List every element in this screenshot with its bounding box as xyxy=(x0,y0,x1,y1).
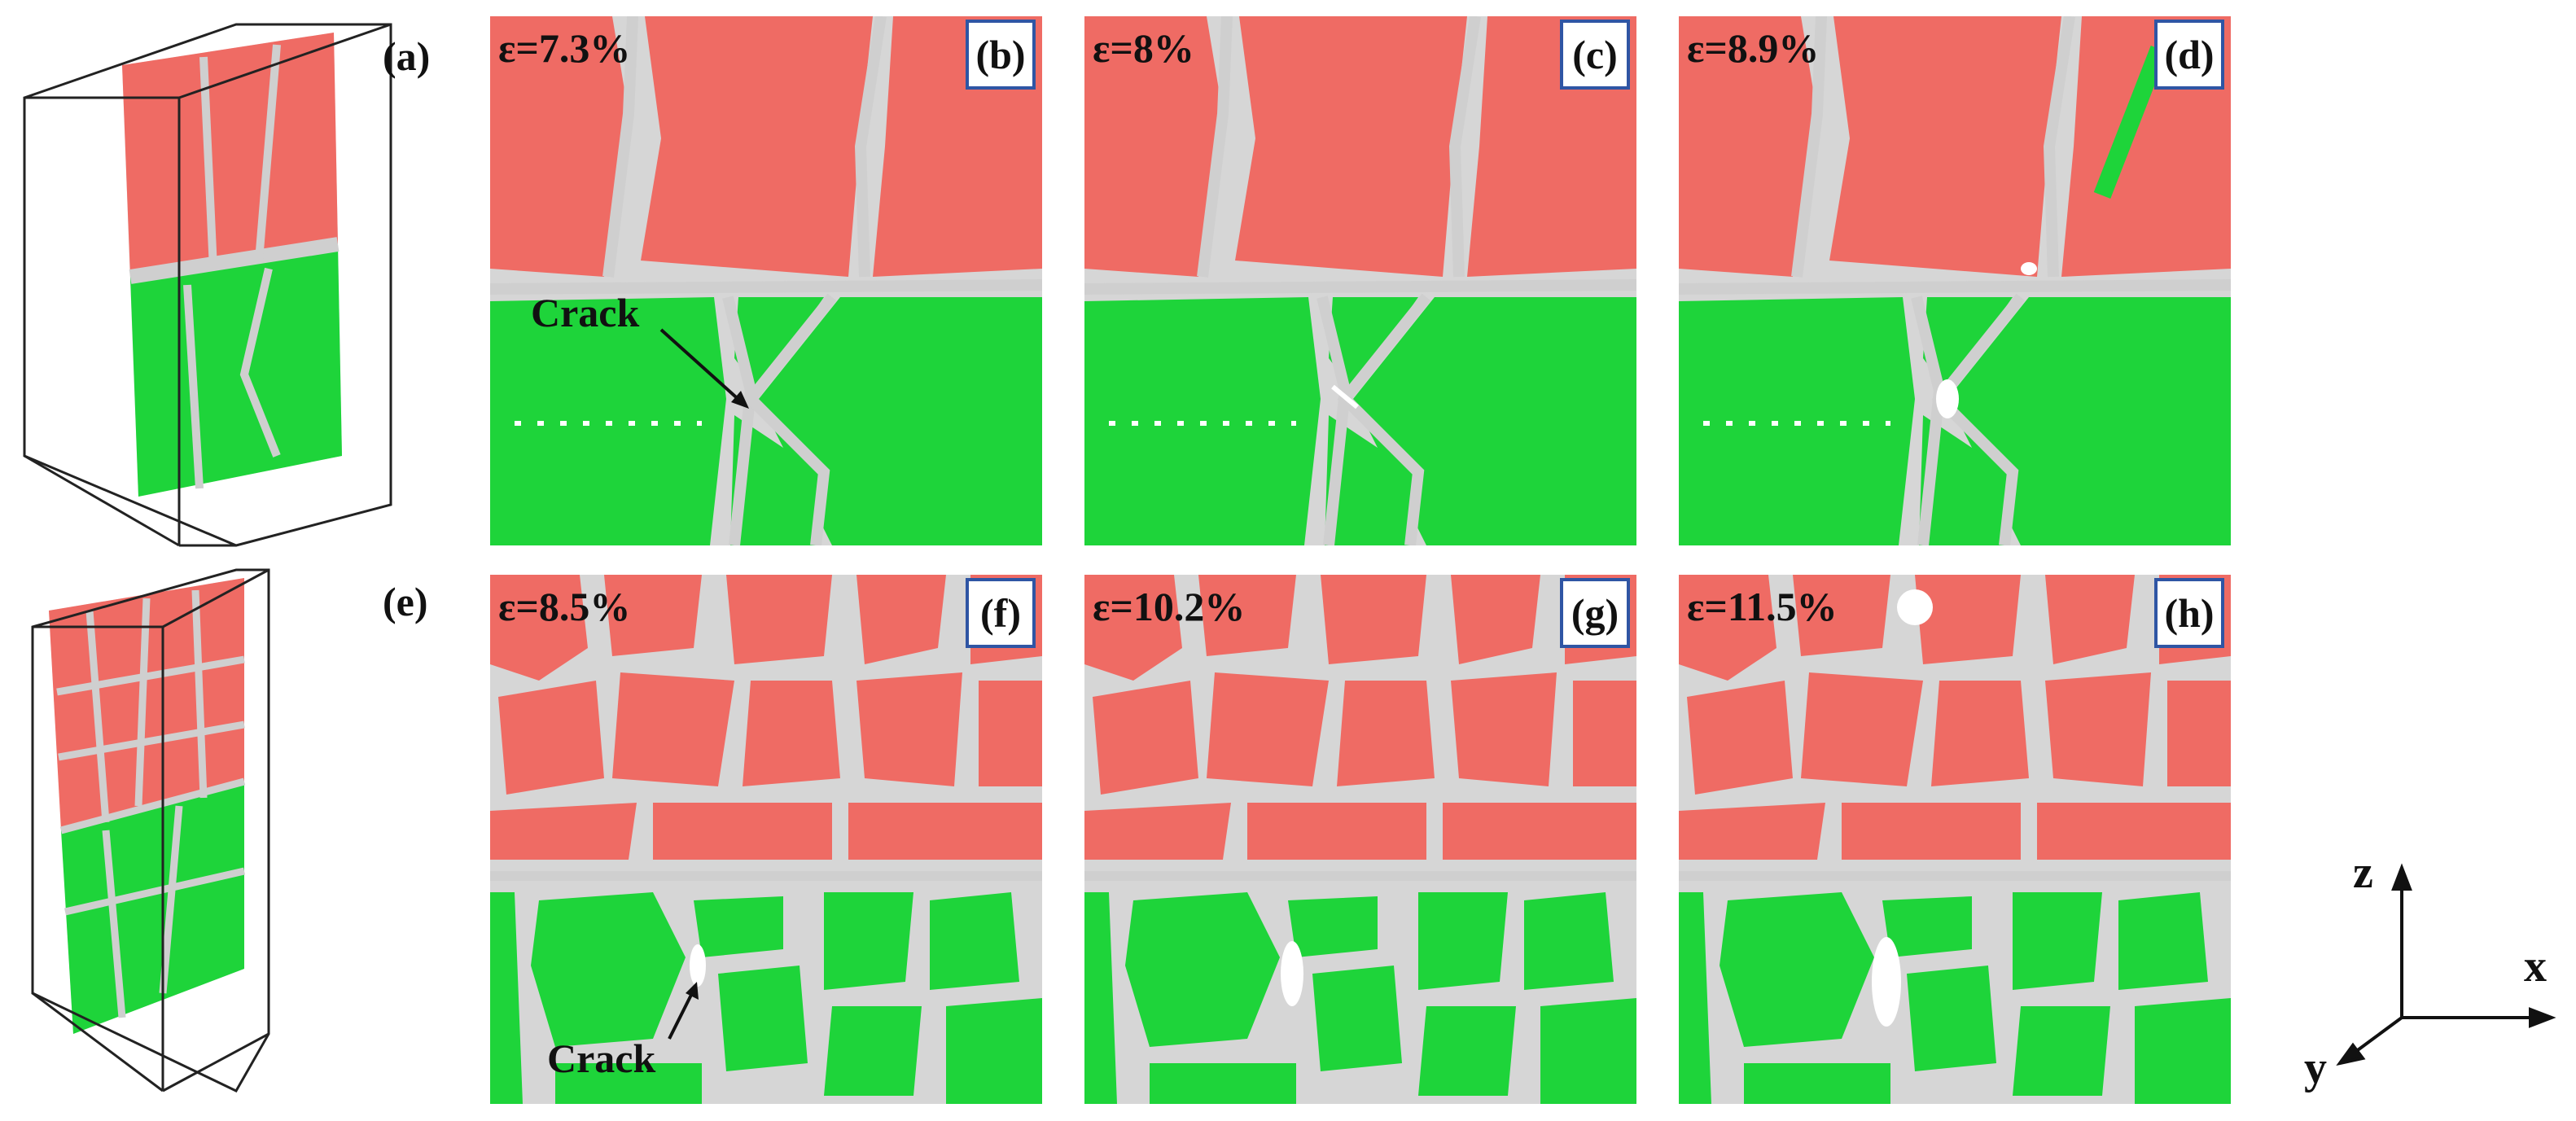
axes-arrows xyxy=(2336,863,2556,1066)
snapshot-panel: ε=8% (c) xyxy=(1084,16,1636,545)
panel-tag: (f) xyxy=(966,578,1036,648)
simulation-box-bottom xyxy=(31,568,270,1093)
overview-top-tag: (a) xyxy=(383,33,431,79)
y-axis-label: y xyxy=(2304,1043,2327,1093)
arrow-icon xyxy=(668,982,699,1040)
strain-label: ε=8.9% xyxy=(1687,25,1820,71)
crack-marks xyxy=(1281,941,1303,1006)
atomistic-snapshot xyxy=(1679,16,2231,545)
crack-marks xyxy=(1109,384,1359,426)
z-axis-label: z xyxy=(2353,847,2373,898)
slip-band xyxy=(2093,46,2168,199)
overview-bottom: (e) xyxy=(0,562,456,1115)
panel-tag: (g) xyxy=(1560,578,1630,648)
panel-tag: (d) xyxy=(2154,20,2224,90)
atomistic-snapshot xyxy=(1679,575,2231,1104)
panel-tag: (b) xyxy=(966,20,1036,90)
snapshot-panel: ε=8.9% (d) xyxy=(1679,16,2231,545)
snapshot-panel: ε=11.5% (h) xyxy=(1679,575,2231,1104)
snapshot-panel: ε=8.5% (f) Crack xyxy=(490,575,1042,1104)
strain-label: ε=11.5% xyxy=(1687,584,1838,629)
grain-boundaries xyxy=(1679,16,2231,545)
atomistic-snapshot xyxy=(1084,575,1636,1104)
crack-label: Crack xyxy=(547,1036,656,1081)
strain-label: ε=8.5% xyxy=(498,584,631,629)
panel-tag: (c) xyxy=(1560,20,1630,90)
overview-bottom-tag: (e) xyxy=(383,579,428,624)
strain-label: ε=8% xyxy=(1093,25,1194,71)
crack-label: Crack xyxy=(531,290,640,335)
coordinate-triad: z x y xyxy=(2272,839,2573,1115)
arrow-icon xyxy=(659,328,749,409)
strain-label: ε=7.3% xyxy=(498,25,631,71)
crack-marks xyxy=(690,944,706,987)
crack-marks xyxy=(1936,262,2037,418)
overview-top: (a) xyxy=(0,0,456,554)
atomistic-snapshot xyxy=(1084,16,1636,545)
snapshot-panel: ε=10.2% (g) xyxy=(1084,575,1636,1104)
simulation-box-top xyxy=(23,23,392,547)
snapshot-panel: ε=7.3% (b) Crack xyxy=(490,16,1042,545)
strain-label: ε=10.2% xyxy=(1093,584,1246,629)
crack-marks xyxy=(1872,589,1933,1027)
atomistic-snapshot xyxy=(490,575,1042,1104)
grain-boundaries xyxy=(490,16,1042,545)
panel-tag: (h) xyxy=(2154,578,2224,648)
x-axis-label: x xyxy=(2524,941,2547,992)
grain-boundaries xyxy=(1084,16,1636,545)
